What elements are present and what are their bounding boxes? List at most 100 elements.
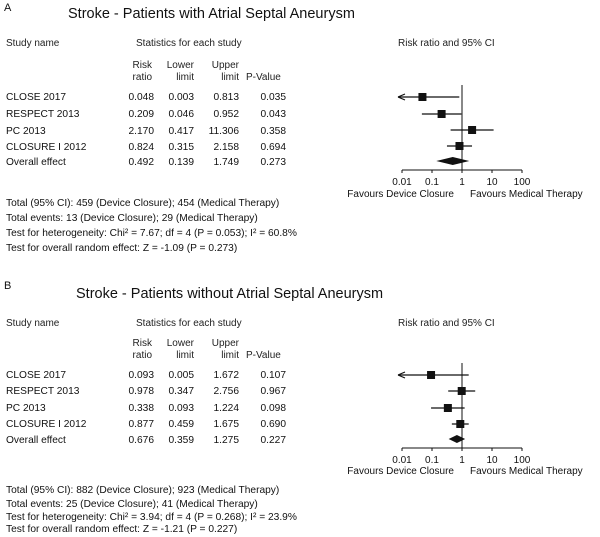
point-estimate-square (418, 93, 427, 101)
x-tick-label: 0.1 (425, 177, 439, 188)
p-value: 0.227 (260, 435, 287, 446)
x-tick-label: 0.1 (425, 455, 439, 466)
footer-total: Total (95% CI): 459 (Device Closure); 45… (6, 198, 280, 209)
x-tick-label: 100 (514, 455, 531, 466)
lower-limit: 0.046 (168, 109, 195, 120)
lower-limit: 0.005 (168, 370, 195, 381)
risk-ratio: 0.492 (128, 157, 155, 168)
p-value: 0.273 (260, 157, 287, 168)
footer-events: Total events: 13 (Device Closure); 29 (M… (6, 213, 258, 224)
study-name: PC 2013 (6, 126, 46, 137)
risk-ratio: 0.093 (128, 370, 155, 381)
lower-limit-header: Lower limit (166, 60, 194, 83)
plot-header: Risk ratio and 95% CI (398, 38, 495, 49)
p-value-header: P-Value (246, 350, 281, 361)
x-tick-label: 100 (514, 177, 531, 188)
panel-letter: A (4, 2, 12, 14)
overall-diamond (448, 435, 466, 443)
study-name-header: Study name (6, 318, 60, 329)
p-value: 0.043 (260, 109, 287, 120)
lower-limit: 0.459 (168, 419, 195, 430)
lower-limit: 0.315 (168, 142, 195, 153)
study-name: RESPECT 2013 (6, 109, 80, 120)
upper-limit: 1.275 (213, 435, 240, 446)
p-value: 0.358 (260, 126, 287, 137)
risk-ratio: 0.978 (128, 386, 155, 397)
plot-header: Risk ratio and 95% CI (398, 318, 495, 329)
x-tick-label: 0.01 (392, 177, 412, 188)
study-name: Overall effect (6, 157, 66, 168)
x-tick-label: 0.01 (392, 455, 412, 466)
study-name: CLOSURE I 2012 (6, 142, 87, 153)
study-name: CLOSURE I 2012 (6, 419, 87, 430)
p-value: 0.694 (260, 142, 287, 153)
risk-ratio: 0.676 (128, 435, 155, 446)
p-value: 0.967 (260, 386, 287, 397)
footer-heterogeneity: Test for heterogeneity: Chi² = 3.94; df … (6, 512, 297, 523)
study-name: CLOSE 2017 (6, 370, 67, 381)
upper-limit: 2.158 (213, 142, 240, 153)
footer-events: Total events: 25 (Device Closure); 41 (M… (6, 499, 258, 510)
upper-limit: 11.306 (208, 126, 239, 137)
point-estimate-square (427, 371, 436, 379)
point-estimate-square (455, 142, 464, 150)
lower-limit-header: Lower limit (166, 338, 194, 361)
risk-ratio-header: Risk ratio (132, 338, 152, 361)
ci-arrow (397, 93, 406, 101)
footer-overall-test: Test for overall random effect: Z = -1.0… (6, 243, 238, 254)
lower-limit: 0.359 (168, 435, 195, 446)
panel-title: Stroke - Patients with Atrial Septal Ane… (68, 6, 355, 22)
panel-b: B Stroke - Patients without Atrial Septa… (0, 268, 600, 536)
upper-limit: 0.952 (213, 109, 240, 120)
risk-ratio: 0.048 (128, 92, 155, 103)
point-estimate-square (443, 404, 452, 412)
point-estimate-square (468, 126, 477, 134)
upper-limit: 1.749 (213, 157, 240, 168)
forest-plot: 0.01 0.1 1 10 100 Favours Device Closure Favou… (347, 363, 583, 477)
lower-limit: 0.093 (168, 403, 195, 414)
lower-limit: 0.347 (168, 386, 195, 397)
point-estimate-square (456, 420, 465, 428)
panel-a: A Stroke - Patients with Atrial Septal A… (0, 0, 600, 268)
p-value: 0.035 (260, 92, 287, 103)
footer-total: Total (95% CI): 882 (Device Closure); 92… (6, 485, 280, 496)
upper-limit: 1.224 (213, 403, 240, 414)
stats-header: Statistics for each study (136, 318, 242, 329)
upper-limit: 1.675 (213, 419, 240, 430)
lower-limit: 0.417 (168, 126, 195, 137)
overall-diamond (436, 157, 470, 165)
stats-header: Statistics for each study (136, 38, 242, 49)
x-tick-label: 10 (486, 177, 498, 188)
upper-limit-header: Upper limit (211, 338, 239, 361)
x-tick-label: 10 (486, 455, 498, 466)
point-estimate-square (437, 110, 446, 118)
x-tick-label: 1 (459, 177, 465, 188)
p-value: 0.690 (260, 419, 287, 430)
risk-ratio: 0.338 (128, 403, 155, 414)
risk-ratio: 0.824 (128, 142, 155, 153)
footer-overall-test: Test for overall random effect: Z = -1.2… (6, 524, 238, 535)
risk-ratio: 0.209 (128, 109, 155, 120)
ci-arrow (397, 371, 406, 379)
study-name: RESPECT 2013 (6, 386, 80, 397)
footer-heterogeneity: Test for heterogeneity: Chi² = 7.67; df … (6, 228, 297, 239)
lower-limit: 0.003 (168, 92, 195, 103)
p-value: 0.107 (260, 370, 287, 381)
study-name: PC 2013 (6, 403, 46, 414)
panel-title: Stroke - Patients without Atrial Septal … (76, 286, 384, 302)
risk-ratio: 2.170 (128, 126, 155, 137)
forest-plot: 0.01 0.1 1 10 100 Favours Device Closure Favou… (347, 85, 583, 200)
favours-device-closure-label: Favours Device Closure (347, 189, 454, 200)
p-value: 0.098 (260, 403, 287, 414)
favours-medical-therapy-label: Favours Medical Therapy (470, 189, 583, 200)
panel-letter: B (4, 280, 12, 292)
favours-medical-therapy-label: Favours Medical Therapy (470, 466, 583, 477)
study-name: Overall effect (6, 435, 66, 446)
favours-device-closure-label: Favours Device Closure (347, 466, 454, 477)
p-value-header: P-Value (246, 72, 281, 83)
study-name: CLOSE 2017 (6, 92, 67, 103)
upper-limit: 0.813 (213, 92, 240, 103)
risk-ratio: 0.877 (128, 419, 155, 430)
study-name-header: Study name (6, 38, 60, 49)
upper-limit-header: Upper limit (211, 60, 239, 83)
